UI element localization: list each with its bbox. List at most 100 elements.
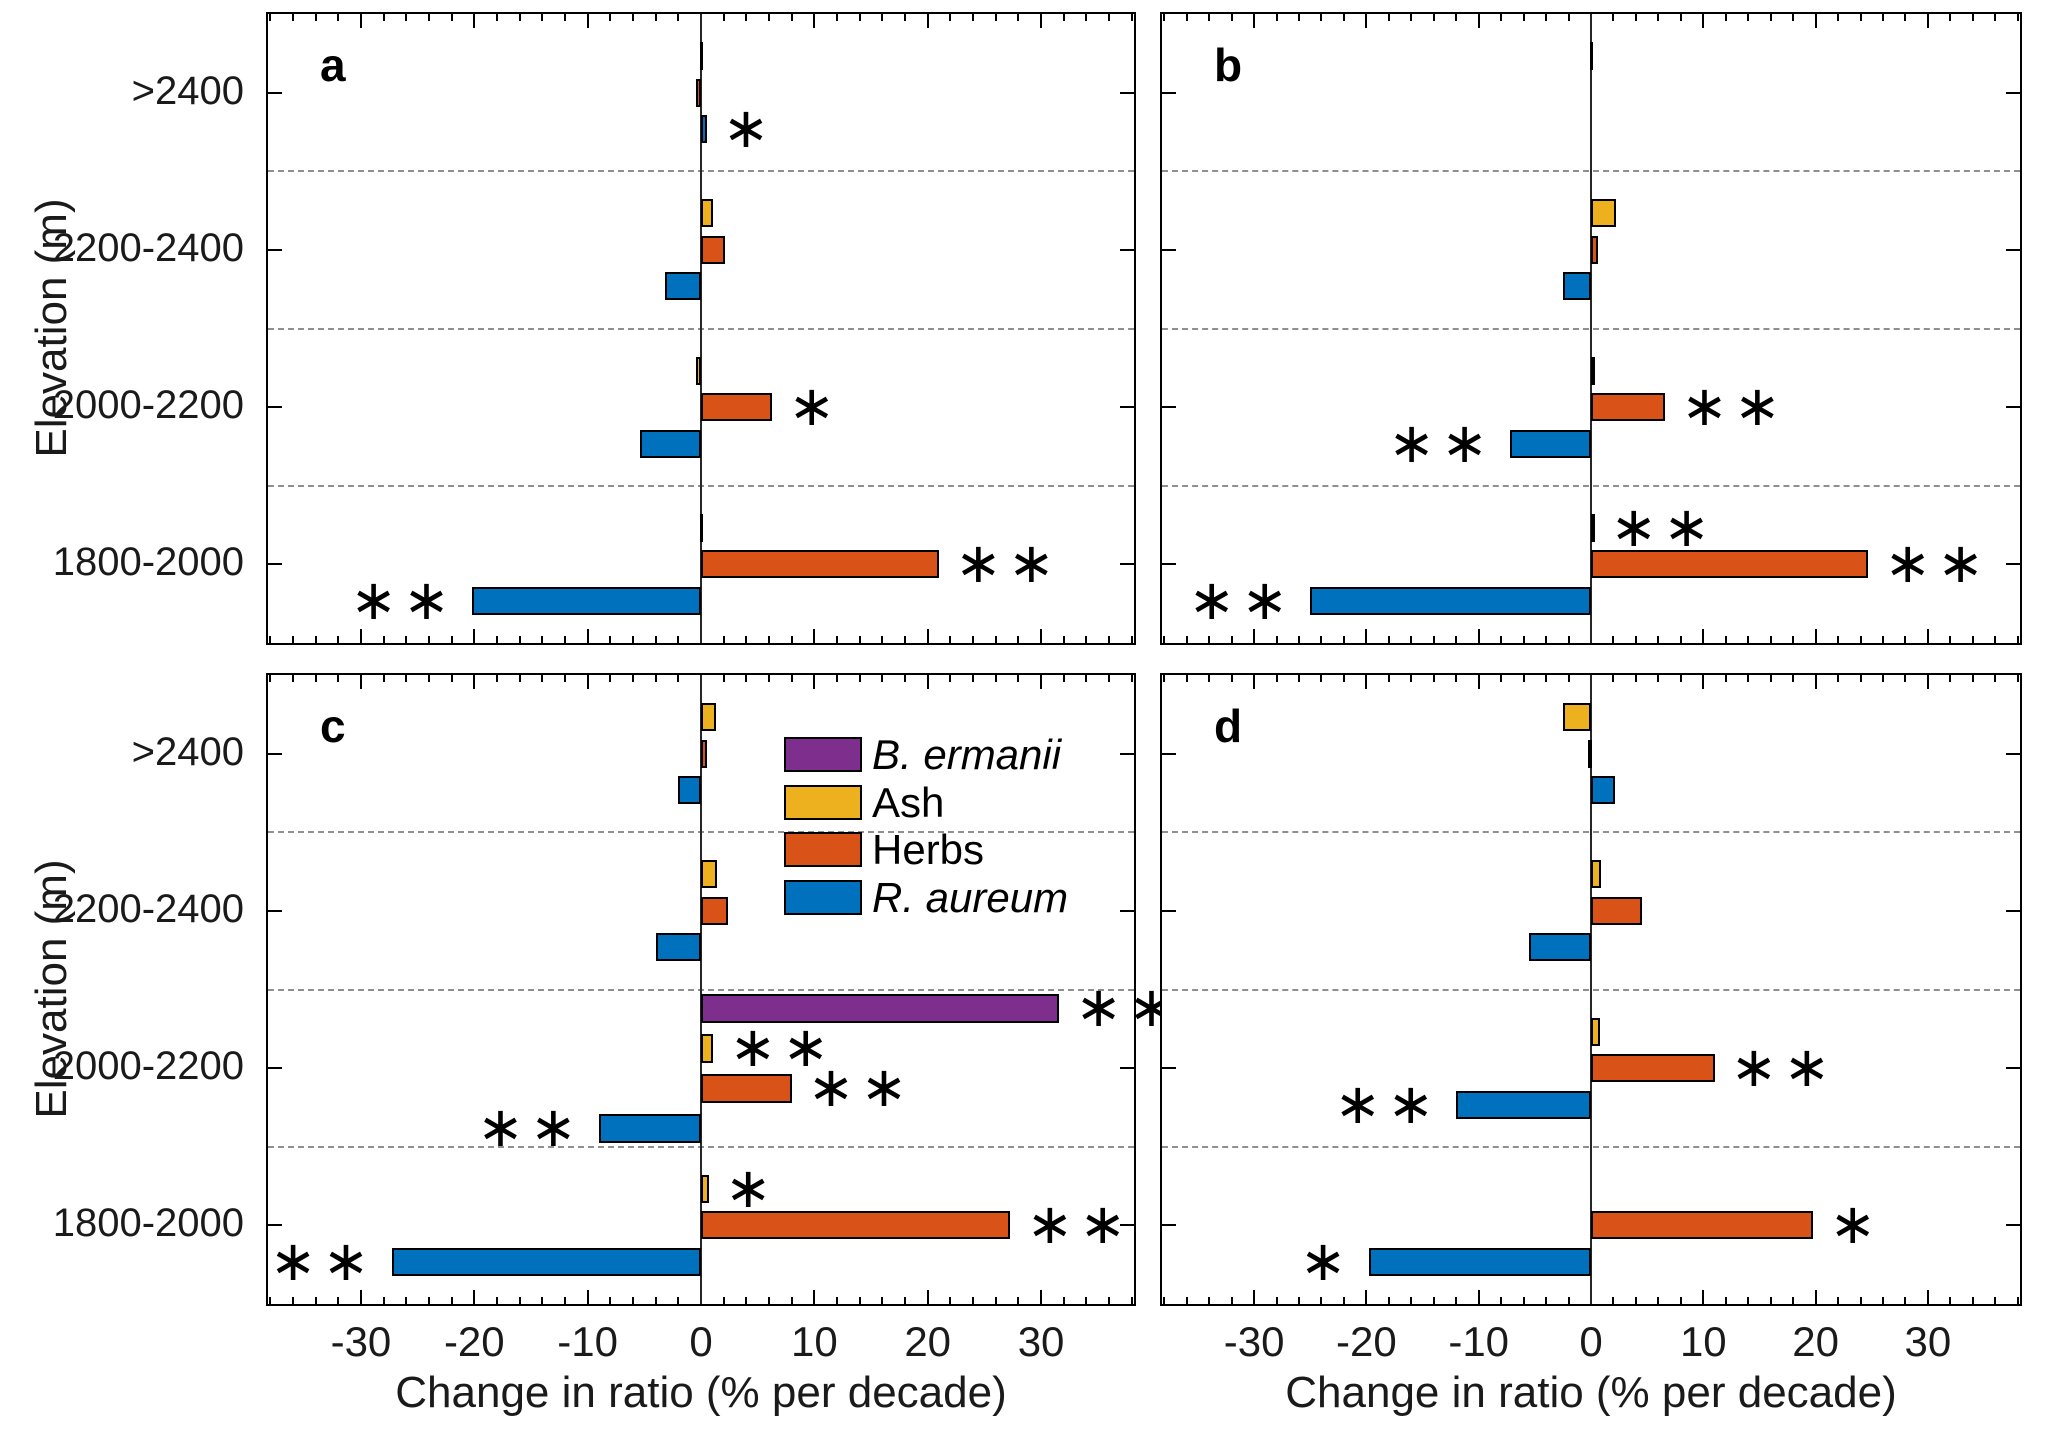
x-tick-minor bbox=[790, 675, 793, 682]
x-tick-minor bbox=[1062, 14, 1065, 21]
legend-swatch-ash bbox=[784, 784, 862, 820]
x-tick-minor bbox=[1881, 675, 1884, 682]
x-tick-minor bbox=[1971, 14, 1974, 21]
x-tick-minor bbox=[722, 675, 725, 682]
x-tick-minor bbox=[654, 636, 657, 643]
x-tick-minor bbox=[450, 675, 453, 682]
x-tick-minor bbox=[427, 14, 430, 21]
x-tick-minor bbox=[314, 14, 317, 21]
bar-herbs bbox=[1591, 1211, 1814, 1240]
bar-herbs bbox=[1587, 739, 1592, 768]
x-tick-minor bbox=[405, 14, 408, 21]
x-tick-minor bbox=[382, 636, 385, 643]
x-tick-minor bbox=[677, 1297, 680, 1304]
x-axis-title-left: Change in ratio (% per decade) bbox=[395, 1368, 1007, 1417]
significance-stars: ∗∗ bbox=[1188, 567, 1295, 633]
x-tick-minor bbox=[677, 675, 680, 682]
y-tick bbox=[1120, 1067, 1134, 1070]
x-tick-minor bbox=[427, 636, 430, 643]
x-tick-minor bbox=[1949, 14, 1952, 21]
x-tick-minor bbox=[768, 1297, 770, 1304]
x-tick-minor bbox=[1432, 14, 1435, 21]
x-tick-minor bbox=[722, 14, 725, 21]
panel-label-d: d bbox=[1214, 700, 1243, 752]
x-tick-minor bbox=[1679, 1297, 1682, 1304]
x-tick-minor bbox=[1108, 14, 1111, 21]
x-tick-minor bbox=[1859, 14, 1862, 21]
y-tick bbox=[2006, 91, 2020, 94]
x-tick-minor bbox=[337, 14, 340, 21]
bar-herbs bbox=[701, 393, 773, 422]
bar-r-aureum bbox=[655, 933, 701, 962]
x-tick-minor bbox=[382, 675, 385, 682]
x-tick-major bbox=[1253, 675, 1256, 689]
elevation-tick-label: 2000-2200 bbox=[52, 383, 244, 428]
x-tick-major bbox=[1365, 14, 1368, 28]
x-tick-minor bbox=[1522, 1297, 1525, 1304]
x-tick-minor bbox=[904, 636, 907, 643]
x-tick-minor bbox=[1185, 1297, 1188, 1304]
panel-a: ∗ ∗ ∗∗ ∗∗ a bbox=[266, 12, 1136, 645]
bar-r-aureum bbox=[639, 429, 701, 458]
legend-swatch-r-aureum bbox=[784, 879, 862, 915]
x-tick-minor bbox=[518, 675, 521, 682]
x-tick-minor bbox=[1792, 636, 1795, 643]
elevation-tick-label: 1800-2000 bbox=[52, 1201, 244, 1246]
elevation-tick-label: 2000-2200 bbox=[52, 1044, 244, 1089]
x-tick-minor bbox=[881, 14, 884, 21]
x-tick-minor bbox=[1634, 1297, 1637, 1304]
x-tick-minor bbox=[1230, 1297, 1233, 1304]
x-tick-minor bbox=[563, 14, 566, 21]
bar-r-aureum bbox=[1529, 933, 1591, 962]
x-tick-minor bbox=[1275, 636, 1278, 643]
x-axis-title-right: Change in ratio (% per decade) bbox=[1285, 1368, 1897, 1417]
y-tick bbox=[2006, 1067, 2020, 1070]
x-tick-minor bbox=[654, 1297, 657, 1304]
x-tick-minor bbox=[904, 1297, 907, 1304]
x-tick-minor bbox=[1545, 1297, 1548, 1304]
x-tick-major bbox=[1926, 629, 1929, 643]
x-tick-minor bbox=[994, 636, 997, 643]
x-tick-minor bbox=[450, 636, 453, 643]
zero-line bbox=[1590, 675, 1592, 1304]
x-tick-minor bbox=[450, 1297, 453, 1304]
x-tick-minor bbox=[337, 1297, 340, 1304]
x-tick-minor bbox=[1342, 14, 1345, 21]
x-tick-minor bbox=[858, 675, 861, 682]
x-tick-minor bbox=[1163, 636, 1166, 643]
x-tick-minor bbox=[677, 636, 680, 643]
x-tick-minor bbox=[1545, 636, 1548, 643]
y-tick bbox=[268, 91, 282, 94]
legend-swatch-herbs bbox=[784, 832, 862, 867]
x-tick-minor bbox=[1062, 675, 1065, 682]
y-tick bbox=[1120, 752, 1134, 755]
x-tick-minor bbox=[1657, 14, 1660, 21]
x-tick-label: -30 bbox=[330, 1318, 392, 1365]
x-tick-minor bbox=[1108, 636, 1111, 643]
x-tick-minor bbox=[1769, 675, 1772, 682]
x-tick-minor bbox=[994, 675, 997, 682]
x-tick-minor bbox=[1108, 1297, 1111, 1304]
x-tick-minor bbox=[1208, 636, 1211, 643]
x-tick-minor bbox=[994, 1297, 997, 1304]
x-tick-major bbox=[473, 14, 476, 28]
bar-ash bbox=[1589, 42, 1593, 71]
x-tick-major bbox=[1040, 629, 1043, 643]
x-tick-minor bbox=[858, 1297, 861, 1304]
x-tick-major bbox=[586, 1290, 589, 1304]
x-tick-minor bbox=[518, 14, 521, 21]
x-tick-minor bbox=[1679, 636, 1682, 643]
x-tick-minor bbox=[1342, 636, 1345, 643]
panel-label-c: c bbox=[320, 700, 346, 752]
x-tick-minor bbox=[949, 1297, 952, 1304]
x-tick-label: 0 bbox=[689, 1318, 713, 1365]
x-tick-minor bbox=[1724, 1297, 1727, 1304]
x-tick-minor bbox=[1455, 14, 1458, 21]
x-tick-minor bbox=[1455, 1297, 1458, 1304]
x-tick-label: 30 bbox=[1904, 1318, 1952, 1365]
y-tick bbox=[1120, 91, 1134, 94]
x-tick-minor bbox=[1634, 14, 1637, 21]
panel-label-a: a bbox=[320, 39, 346, 91]
x-tick-minor bbox=[1130, 636, 1133, 643]
x-tick-minor bbox=[1130, 1297, 1133, 1304]
